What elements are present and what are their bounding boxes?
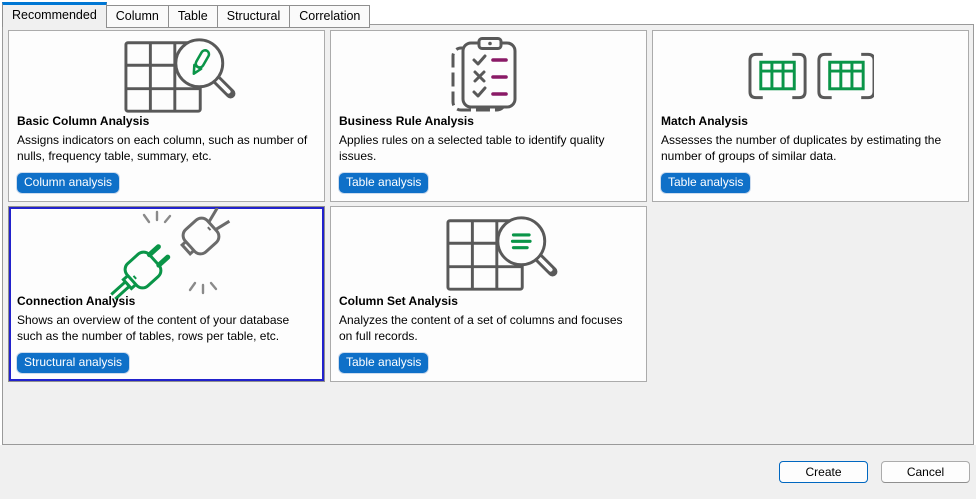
analysis-type-tabbar: Recommended Column Table Structural Corr… bbox=[2, 2, 371, 28]
card-description: Assigns indicators on each column, such … bbox=[17, 133, 308, 164]
card-column-set-analysis[interactable]: Column Set Analysis Analyzes the content… bbox=[330, 206, 647, 382]
card-connection-analysis[interactable]: Connection Analysis Shows an overview of… bbox=[8, 206, 325, 382]
card-business-rule-analysis[interactable]: Business Rule Analysis Applies rules on … bbox=[330, 30, 647, 202]
card-title: Match Analysis bbox=[661, 114, 748, 129]
table-magnifier-lines-icon bbox=[339, 213, 638, 294]
card-title: Basic Column Analysis bbox=[17, 114, 150, 129]
analysis-category-badge: Table analysis bbox=[339, 173, 429, 193]
card-basic-column-analysis[interactable]: Basic Column Analysis Assigns indicators… bbox=[8, 30, 325, 202]
card-title: Business Rule Analysis bbox=[339, 114, 474, 129]
card-match-analysis[interactable]: Match Analysis Assesses the number of du… bbox=[652, 30, 969, 202]
dialog-footer: Create Cancel bbox=[0, 445, 976, 499]
analysis-category-badge: Column analysis bbox=[17, 173, 120, 193]
create-button[interactable]: Create bbox=[779, 461, 868, 483]
card-description: Analyzes the content of a set of columns… bbox=[339, 313, 623, 344]
table-magnifier-pencil-icon bbox=[17, 37, 316, 114]
recommended-analyses-panel: Basic Column Analysis Assigns indicators… bbox=[2, 24, 974, 445]
card-title: Connection Analysis bbox=[17, 294, 136, 309]
analysis-category-badge: Table analysis bbox=[661, 173, 751, 193]
card-description: Assesses the number of duplicates by est… bbox=[661, 133, 942, 164]
tab-structural[interactable]: Structural bbox=[216, 5, 291, 28]
clipboard-checklist-icon bbox=[339, 36, 638, 114]
analysis-card-grid: Basic Column Analysis Assigns indicators… bbox=[8, 30, 969, 382]
card-description: Shows an overview of the content of your… bbox=[17, 313, 290, 344]
tab-column[interactable]: Column bbox=[105, 5, 169, 28]
disconnected-plugs-icon bbox=[17, 207, 316, 300]
tab-correlation[interactable]: Correlation bbox=[289, 5, 371, 28]
tab-table[interactable]: Table bbox=[167, 5, 218, 28]
cancel-button[interactable]: Cancel bbox=[881, 461, 970, 483]
matching-tables-icon bbox=[661, 37, 960, 114]
analysis-category-badge: Table analysis bbox=[339, 353, 429, 373]
tab-recommended[interactable]: Recommended bbox=[2, 2, 107, 27]
card-description: Applies rules on a selected table to ide… bbox=[339, 133, 605, 164]
analysis-category-badge: Structural analysis bbox=[17, 353, 130, 373]
card-title: Column Set Analysis bbox=[339, 294, 458, 309]
